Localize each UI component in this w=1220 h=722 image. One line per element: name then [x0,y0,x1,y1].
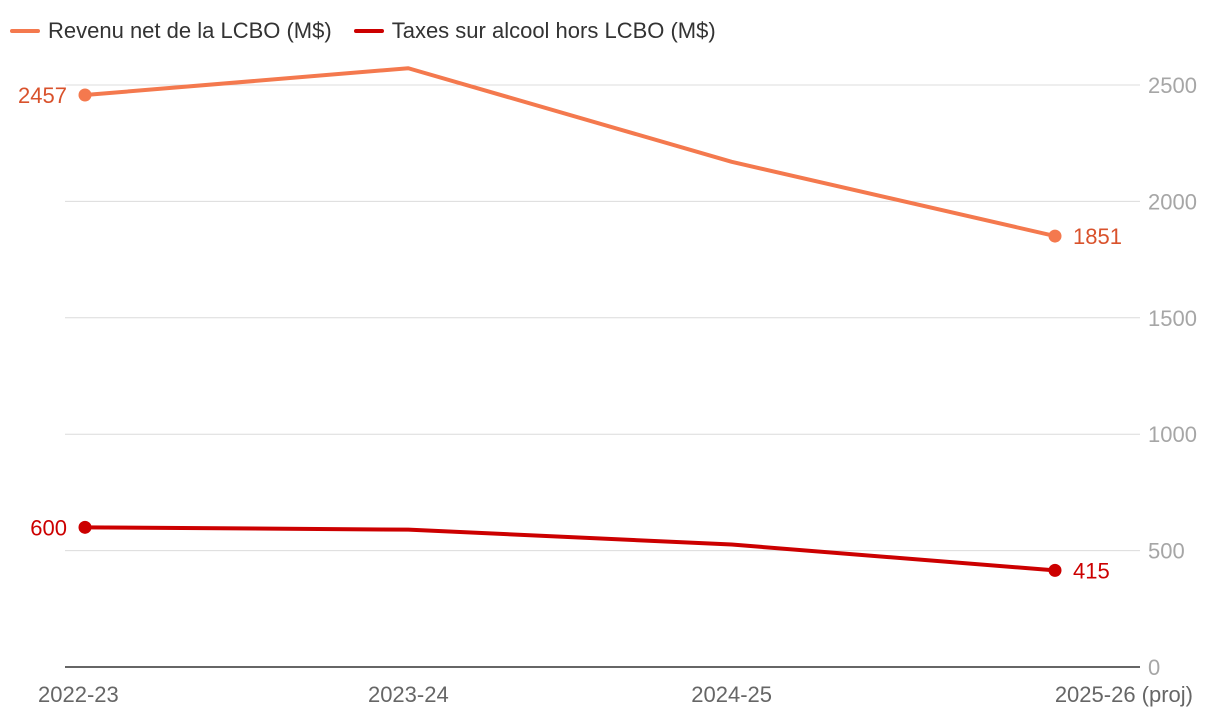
series-0-point-0 [78,88,92,102]
series-1-point-3 [1048,563,1062,577]
y-tick-label-2000: 2000 [1148,189,1197,214]
legend-item-alcohol-tax: Taxes sur alcool hors LCBO (M$) [353,18,716,44]
data-label-series-1-0: 600 [30,515,67,540]
series-line-1 [83,525,1057,573]
legend-swatch-lcbo-revenue [10,29,40,33]
data-label-series-0-0: 2457 [18,83,67,108]
x-tick-label-2024-25: 2024-25 [691,682,772,707]
series-1-point-0 [78,520,92,534]
legend: Revenu net de la LCBO (M$) Taxes sur alc… [10,18,716,44]
x-tick-label-2023-24: 2023-24 [368,682,449,707]
x-tick-label-2022-23: 2022-23 [38,682,119,707]
y-tick-label-1500: 1500 [1148,306,1197,331]
data-label-series-1-3: 415 [1073,558,1110,583]
legend-swatch-alcohol-tax [353,29,384,33]
y-tick-label-1000: 1000 [1148,422,1197,447]
y-tick-label-0: 0 [1148,655,1160,680]
legend-item-lcbo-revenue: Revenu net de la LCBO (M$) [10,18,332,44]
y-tick-label-500: 500 [1148,539,1185,564]
series-line-0 [83,66,1057,239]
series-0-point-3 [1048,229,1062,243]
legend-label-alcohol-tax: Taxes sur alcool hors LCBO (M$) [391,18,716,43]
y-tick-label-2500: 2500 [1148,73,1197,98]
data-label-series-0-3: 1851 [1073,224,1122,249]
legend-label-lcbo-revenue: Revenu net de la LCBO (M$) [48,18,332,43]
x-tick-label-2025-26 (proj): 2025-26 (proj) [1055,682,1193,707]
